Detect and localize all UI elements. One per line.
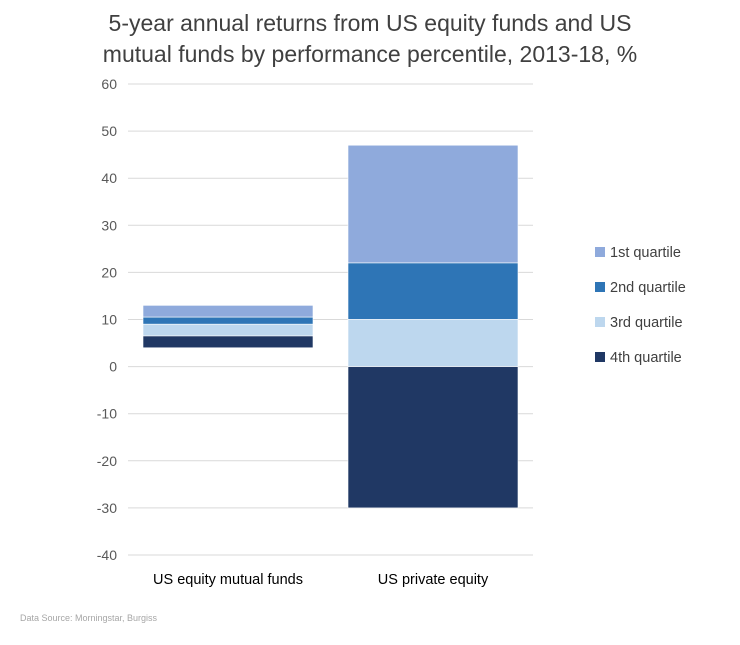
legend-item: 2nd quartile bbox=[595, 280, 686, 296]
bar-4th-quartile-1 bbox=[347, 366, 519, 509]
x-category-label: US equity mutual funds bbox=[153, 572, 303, 588]
y-axis-ticks: 60 50 40 30 20 10 0 -10 -20 -30 -40 bbox=[97, 76, 117, 563]
y-tick-label: -20 bbox=[97, 453, 117, 469]
bar-1st-quartile-0 bbox=[142, 305, 314, 318]
y-tick-label: 20 bbox=[101, 264, 117, 280]
legend-item: 4th quartile bbox=[595, 350, 682, 366]
bars bbox=[142, 144, 519, 509]
y-tick-label: -30 bbox=[97, 500, 117, 516]
y-tick-label: -10 bbox=[97, 406, 117, 422]
y-tick-label: 0 bbox=[109, 359, 117, 375]
legend-swatch bbox=[595, 352, 605, 362]
legend-label: 2nd quartile bbox=[610, 280, 686, 296]
bar-3rd-quartile-1 bbox=[347, 319, 519, 367]
y-tick-label: 50 bbox=[101, 123, 117, 139]
legend-label: 3rd quartile bbox=[610, 315, 683, 331]
bar-3rd-quartile-0 bbox=[142, 323, 314, 337]
y-tick-label: 30 bbox=[101, 217, 117, 233]
legend-item: 1st quartile bbox=[595, 245, 681, 261]
legend-swatch bbox=[595, 282, 605, 292]
legend-swatch bbox=[595, 317, 605, 327]
legend-label: 4th quartile bbox=[610, 350, 682, 366]
legend-swatch bbox=[595, 247, 605, 257]
chart-title-line-1: 5-year annual returns from US equity fun… bbox=[108, 10, 632, 36]
legend: 1st quartile 2nd quartile 3rd quartile 4th … bbox=[595, 245, 686, 366]
y-tick-label: 10 bbox=[101, 312, 117, 328]
bar-2nd-quartile-0 bbox=[142, 316, 314, 325]
y-tick-label: 60 bbox=[101, 76, 117, 92]
x-category-label: US private equity bbox=[378, 572, 489, 588]
bar-2nd-quartile-1 bbox=[347, 262, 519, 320]
bar-1st-quartile-1 bbox=[347, 144, 519, 264]
x-axis-categories: US equity mutual funds US private equity bbox=[153, 572, 489, 588]
chart-title-line-2: mutual funds by performance percentile, … bbox=[102, 41, 638, 67]
bar-4th-quartile-0 bbox=[142, 335, 314, 349]
y-tick-label: -40 bbox=[97, 547, 117, 563]
y-tick-label: 40 bbox=[101, 170, 117, 186]
legend-item: 3rd quartile bbox=[595, 315, 683, 331]
chart-title: 5-year annual returns from US equity fun… bbox=[0, 8, 740, 70]
legend-label: 1st quartile bbox=[610, 245, 681, 261]
data-source-note: Data Source: Morningstar, Burgiss bbox=[20, 613, 158, 623]
